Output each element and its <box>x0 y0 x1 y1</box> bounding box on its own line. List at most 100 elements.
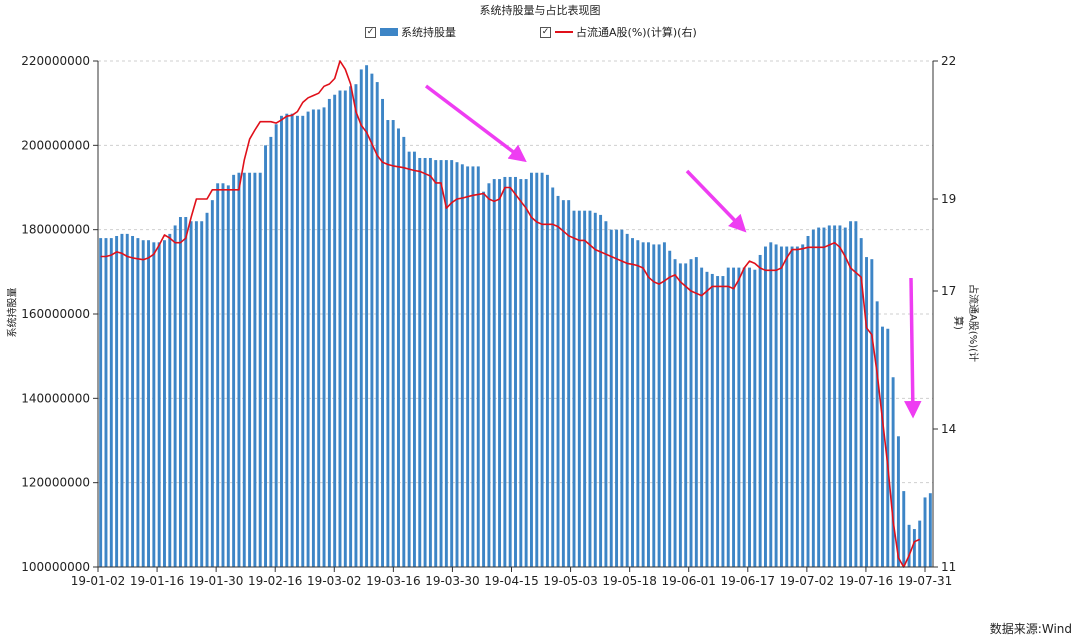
legend-item-holdings[interactable]: ✓ 系统持股量 <box>365 24 456 40</box>
bar <box>652 244 656 568</box>
bar <box>487 183 491 568</box>
bar <box>333 94 337 567</box>
left-tick-label: 220000000 <box>21 54 90 68</box>
bar <box>737 267 741 567</box>
bar <box>450 160 454 567</box>
bar <box>280 115 283 568</box>
bar <box>646 242 650 568</box>
bar <box>636 240 640 568</box>
bar <box>785 246 789 568</box>
bar <box>274 124 278 567</box>
bar <box>902 491 906 567</box>
bar <box>838 225 842 567</box>
bar <box>412 151 416 568</box>
bar <box>726 267 730 567</box>
bar <box>365 65 369 567</box>
bar <box>588 210 592 568</box>
bar <box>678 263 682 567</box>
annotation-arrow <box>685 169 747 233</box>
bar <box>705 271 709 567</box>
right-tick-label: 17 <box>941 284 956 298</box>
bar <box>306 111 310 567</box>
bar <box>99 238 103 567</box>
bar <box>790 246 794 568</box>
bar <box>854 221 858 567</box>
x-tick-label: 19-03-02 <box>307 574 361 588</box>
x-tick-label: 19-07-16 <box>839 574 893 588</box>
bar <box>758 254 762 567</box>
bar <box>109 238 113 567</box>
bar <box>264 145 267 568</box>
bar <box>716 276 720 567</box>
right-tick-label: 14 <box>941 422 956 436</box>
bar <box>886 328 890 567</box>
bar <box>104 238 108 567</box>
bar <box>865 257 868 567</box>
bar <box>806 235 810 567</box>
bar <box>583 210 587 568</box>
bar <box>163 240 166 568</box>
bar <box>556 195 560 567</box>
bar <box>748 267 751 567</box>
bar <box>115 235 119 567</box>
bar <box>529 172 533 567</box>
bar <box>572 210 576 568</box>
x-tick-label: 19-07-02 <box>780 574 834 588</box>
bar <box>753 269 757 567</box>
bar <box>615 229 619 567</box>
legend-item-ratio[interactable]: ✓ 占流通A股(%)(计算) (右) <box>540 24 697 40</box>
bar <box>455 162 459 567</box>
bar <box>795 246 799 568</box>
bar <box>269 136 273 567</box>
bar <box>242 172 246 567</box>
bar <box>896 436 900 567</box>
bar <box>732 267 736 567</box>
bar <box>407 151 411 568</box>
legend-checkbox-holdings[interactable]: ✓ <box>365 26 376 38</box>
bar <box>482 191 486 567</box>
bar <box>301 115 305 568</box>
annotation-arrow <box>904 277 922 419</box>
bar <box>194 221 198 567</box>
legend-label-ratio-suffix: (右) <box>677 26 697 39</box>
bar <box>311 109 315 567</box>
right-tick-label: 22 <box>941 54 956 68</box>
bar <box>875 301 879 567</box>
bar <box>120 233 124 567</box>
x-tick-label: 19-04-15 <box>484 574 538 588</box>
bar <box>811 229 815 567</box>
bar <box>226 185 230 567</box>
bar <box>258 172 262 567</box>
bar <box>147 240 150 568</box>
x-tick-label: 19-01-30 <box>189 574 243 588</box>
bar <box>631 238 634 567</box>
bar <box>439 160 443 567</box>
bar <box>859 238 863 567</box>
bar <box>343 90 347 568</box>
bar <box>285 113 289 567</box>
bar <box>891 377 895 567</box>
bar <box>471 166 475 567</box>
bar <box>338 90 342 568</box>
bar <box>684 263 688 567</box>
bar <box>535 172 539 567</box>
bar <box>295 115 299 568</box>
bar <box>742 267 746 567</box>
bar <box>764 246 767 568</box>
bar <box>700 267 704 567</box>
legend-label-holdings: 系统持股量 <box>401 26 456 39</box>
left-tick-label: 200000000 <box>21 138 90 152</box>
x-tick-label: 19-07-31 <box>898 574 952 588</box>
bar <box>599 214 603 568</box>
left-tick-label: 180000000 <box>21 223 90 237</box>
bar <box>221 183 225 568</box>
bar <box>466 166 470 567</box>
bar <box>625 233 629 567</box>
bar <box>577 210 581 568</box>
left-tick-label: 140000000 <box>21 391 90 405</box>
bar <box>428 157 432 567</box>
legend-checkbox-ratio[interactable]: ✓ <box>540 26 551 38</box>
bar <box>141 240 145 568</box>
bar <box>386 120 390 568</box>
